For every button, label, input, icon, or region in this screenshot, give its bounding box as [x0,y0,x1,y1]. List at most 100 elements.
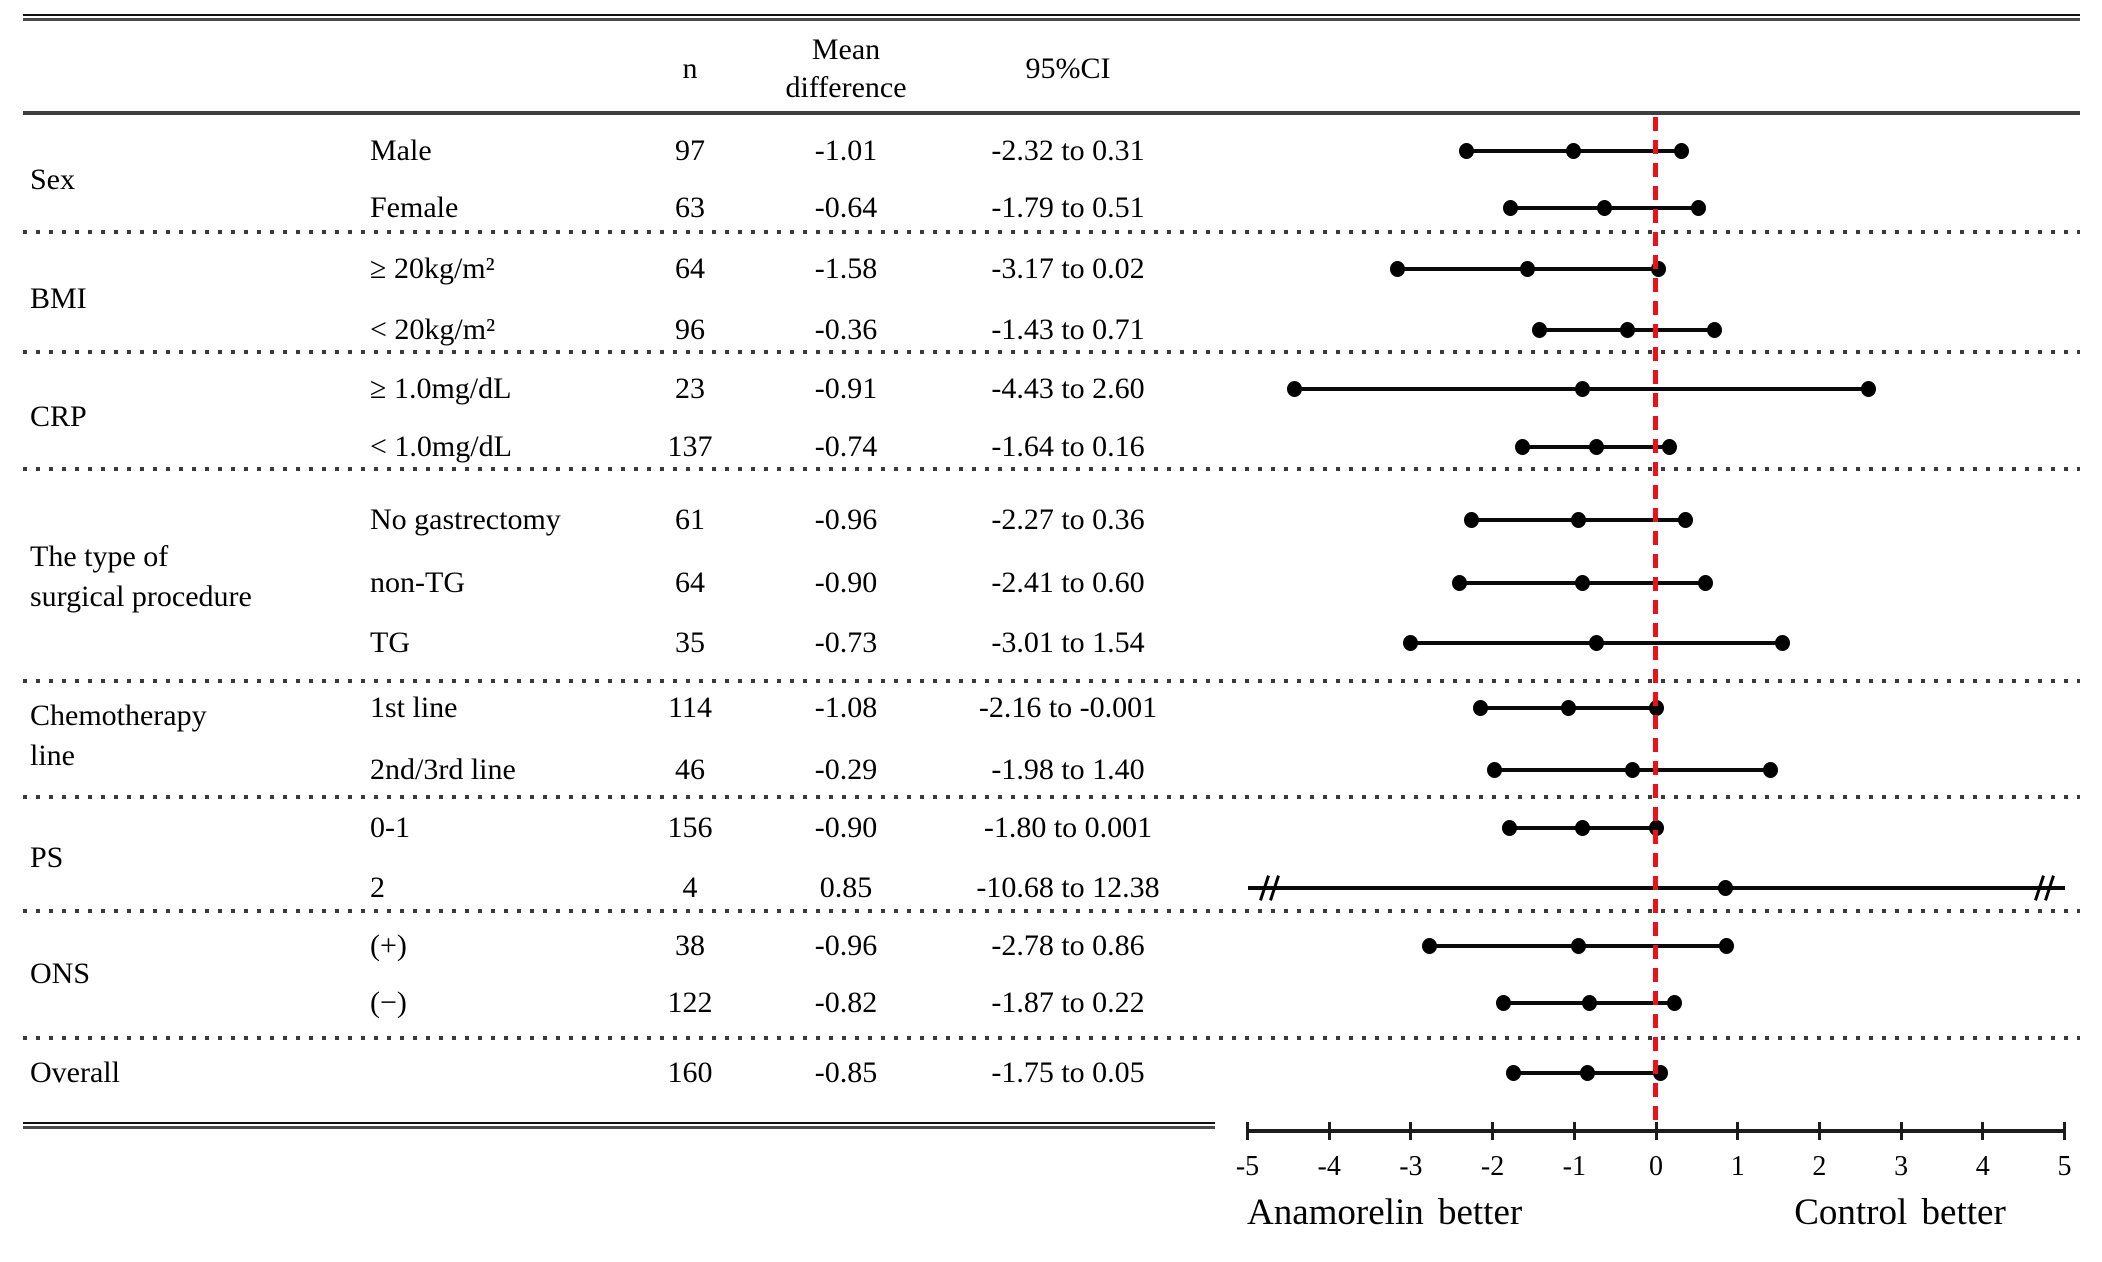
separator-dotted [23,795,2080,799]
group-label-line: Overall [30,1056,120,1089]
subgroup-label: 2nd/3rd line [370,753,516,786]
ci-upper-dot [1861,381,1877,397]
subgroup-label: ≥ 20kg/m² [370,252,495,285]
mean-difference-value: -0.90 [814,811,878,844]
ci-lower-dot [1515,439,1530,455]
column-header-mean-line1: Mean [811,33,881,66]
ci-value: -10.68 to 12.38 [976,871,1160,904]
point-estimate-dot [1625,762,1641,778]
ci-value: -1.43 to 0.71 [991,313,1145,346]
mean-difference-value: -1.01 [814,134,878,167]
ci-lower-dot [1506,1065,1522,1081]
mean-difference-value: -1.58 [814,252,878,285]
ci-lower-dot [1459,143,1475,159]
axis-tick-label: -4 [1317,1151,1341,1182]
group-label-line: Sex [30,163,75,196]
axis-tick-label: 5 [2057,1151,2072,1182]
axis-tick [1409,1122,1413,1140]
axis-tick-label: -1 [1562,1151,1586,1182]
subgroup-label: TG [370,626,410,659]
axis-tick [1572,1122,1576,1140]
point-estimate-dot [1560,700,1576,716]
ci-lower-dot [1390,261,1405,277]
left-direction-label: Anamorelin better [1247,1192,1523,1233]
axis-tick-label: 3 [1894,1151,1909,1182]
point-estimate-dot [1596,200,1612,216]
group-label-line: BMI [30,282,87,315]
axis-tick-label: 2 [1812,1151,1827,1182]
n-value: 35 [675,626,705,659]
n-value: 114 [668,691,712,724]
group-label-line: surgical procedure [30,580,252,613]
ci-upper-dot [1678,512,1694,528]
mean-difference-value: -0.96 [814,503,878,536]
column-header-n: n [682,52,698,85]
n-value: 4 [682,871,698,904]
group-label-line: CRP [30,400,87,433]
n-value: 64 [675,252,705,285]
point-estimate-dot [1588,439,1604,455]
group-label: Overall [30,1053,120,1093]
mean-difference-value: -0.73 [814,626,878,659]
group-label: CRP [30,397,87,437]
mean-difference-value: -0.82 [814,986,878,1019]
axis-tick-label: -3 [1399,1151,1423,1182]
header-rule [23,111,2080,115]
ci-upper-dot [1690,200,1706,216]
point-estimate-dot [1579,1065,1595,1081]
mean-difference-value: 0.85 [819,871,873,904]
ci-lower-dot [1421,938,1437,954]
n-value: 61 [675,503,705,536]
n-value: 23 [675,372,705,405]
point-estimate-dot [1589,635,1605,651]
ci-lower-dot [1496,995,1512,1011]
subgroup-label: 1st line [370,691,458,724]
axis-tick [1899,1122,1903,1140]
group-label: ONS [30,954,90,994]
point-estimate-dot [1619,322,1635,338]
mean-difference-value: -0.90 [814,566,878,599]
separator-dotted [23,467,2080,471]
ci-upper-dot [1662,439,1678,455]
n-value: 63 [675,191,705,224]
subgroup-label: < 20kg/m² [370,313,496,346]
subgroup-label: (+) [370,929,407,962]
mean-difference-value: -0.36 [814,313,878,346]
ci-value: -3.17 to 0.02 [991,252,1145,285]
n-value: 38 [675,929,705,962]
column-header-mean-line2: difference [785,71,907,104]
ci-value: -4.43 to 2.60 [991,372,1145,405]
group-label-line: line [30,739,75,772]
ci-value: -1.98 to 1.40 [991,753,1145,786]
group-label: Sex [30,160,75,200]
mean-difference-value: -0.85 [814,1056,878,1089]
axis-tick-label: 0 [1649,1151,1663,1182]
point-estimate-dot [1570,512,1586,528]
axis-tick-label: 1 [1730,1151,1745,1182]
axis-tick [1981,1122,1985,1140]
n-value: 160 [667,1056,713,1089]
point-estimate-dot [1582,995,1597,1011]
separator-dotted [23,909,2080,913]
separator-dotted [23,350,2080,354]
ci-upper-dot [1763,762,1779,778]
subgroup-label: Male [370,134,432,167]
ci-value: -3.01 to 1.54 [991,626,1145,659]
n-value: 122 [667,986,713,1019]
n-value: 97 [675,134,705,167]
subgroup-label: No gastrectomy [370,503,561,536]
mean-difference-value: -0.64 [814,191,878,224]
ci-value: -2.27 to 0.36 [991,503,1145,536]
subgroup-label: 0-1 [370,811,410,844]
n-value: 156 [667,811,713,844]
group-label-line: ONS [30,957,91,990]
subgroup-label: < 1.0mg/dL [370,430,512,463]
point-estimate-dot [1566,143,1582,159]
mean-difference-value: -0.29 [814,753,878,786]
separator-dotted [23,230,2080,234]
subgroup-label: ≥ 1.0mg/dL [370,372,512,405]
n-value: 96 [675,313,705,346]
ci-value: -2.32 to 0.31 [991,134,1145,167]
group-label-line: PS [30,841,64,874]
